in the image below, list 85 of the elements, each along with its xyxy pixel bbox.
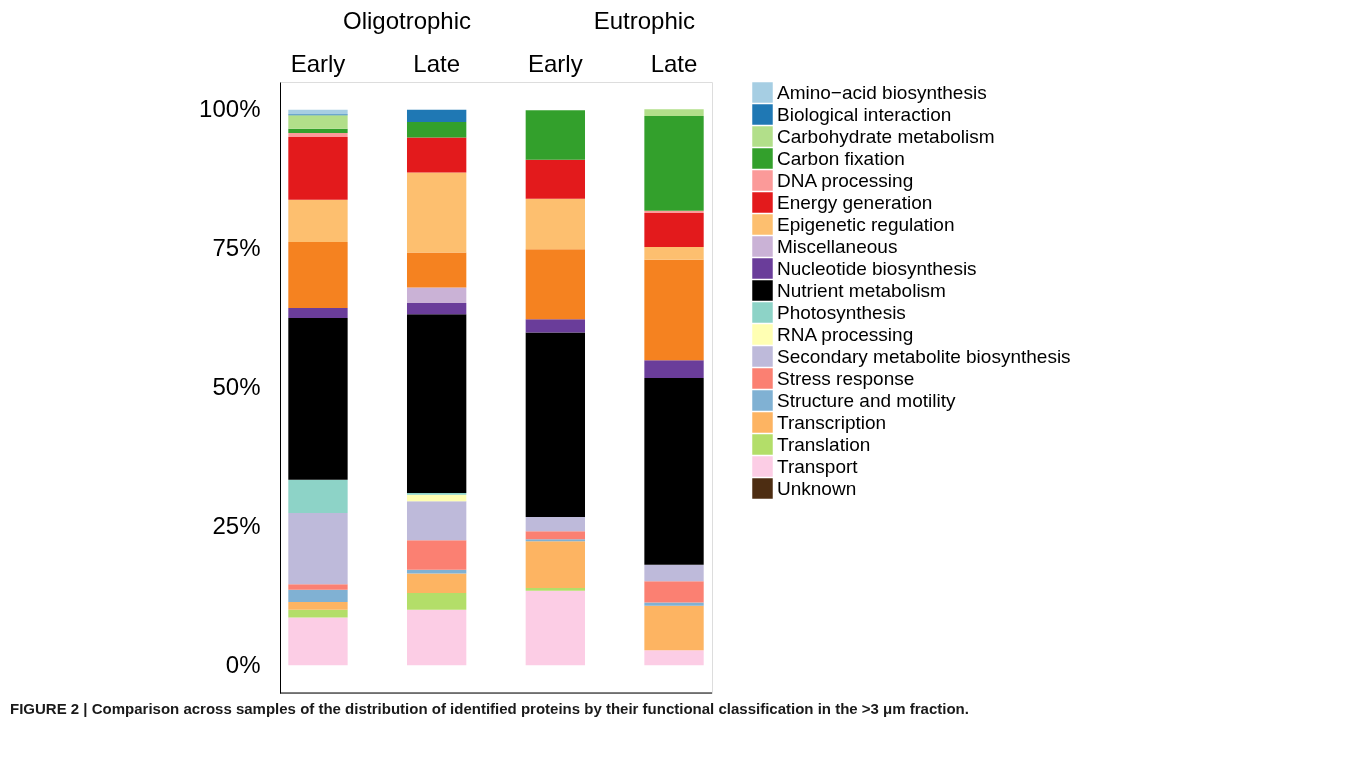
y-tick-label: 50% <box>212 373 261 400</box>
legend-label: Miscellaneous <box>777 235 898 257</box>
x-tick-label: Late <box>413 49 461 77</box>
x-tick-label: Late <box>650 49 698 77</box>
bar <box>406 593 467 610</box>
bar <box>525 249 586 320</box>
y-tick-label: 0% <box>225 650 261 678</box>
bar <box>644 259 704 361</box>
bar <box>288 479 348 514</box>
bar <box>288 199 348 242</box>
bar <box>288 318 348 480</box>
bar <box>288 617 348 666</box>
bar <box>644 581 704 603</box>
bar <box>644 605 704 651</box>
bar <box>406 287 467 304</box>
bar <box>525 319 586 333</box>
bar <box>644 650 704 666</box>
bar <box>288 115 348 129</box>
bar <box>525 588 586 591</box>
bar <box>406 172 467 253</box>
y-tick-label: 25% <box>212 511 261 539</box>
bar <box>644 210 704 214</box>
bar <box>288 609 348 618</box>
legend-label: Transcription <box>777 411 887 433</box>
bar <box>406 137 467 173</box>
x-tick-label: Early <box>528 49 583 77</box>
bar <box>288 136 348 200</box>
legend-label: Unknown <box>777 477 857 499</box>
bar <box>288 601 348 610</box>
legend-label: Energy generation <box>777 191 933 213</box>
legend-label: Epigenetic regulation <box>777 213 955 235</box>
bar <box>406 314 467 494</box>
bar <box>644 109 704 116</box>
legend-label: Transport <box>777 455 859 477</box>
bar <box>525 110 586 160</box>
bar <box>288 589 348 602</box>
bar <box>288 513 348 585</box>
legend-label: Secondary metabolite biosynthesis <box>777 345 1071 367</box>
bar <box>406 109 467 122</box>
bar <box>644 213 704 247</box>
bar <box>406 569 467 574</box>
legend-label: Structure and motility <box>777 389 956 411</box>
bar <box>288 308 348 319</box>
y-tick-label: 100% <box>199 95 261 123</box>
legend-label: Stress response <box>777 367 915 389</box>
text: Oligotrophic <box>342 7 472 34</box>
y-tick-label: 75% <box>212 234 261 262</box>
bar <box>406 609 467 666</box>
bar <box>288 133 348 137</box>
bar <box>406 540 467 570</box>
x-tick-label: Early <box>290 49 346 77</box>
bar <box>644 246 704 260</box>
bar <box>406 501 467 541</box>
bar <box>406 252 467 288</box>
bar <box>406 121 467 138</box>
bar <box>644 360 704 379</box>
bar <box>406 573 467 594</box>
bar <box>288 241 348 309</box>
bar <box>644 378 704 565</box>
bar <box>288 584 348 590</box>
bar <box>288 109 348 115</box>
legend-label: RNA processing <box>777 323 914 345</box>
bar <box>525 159 586 199</box>
bar <box>644 564 704 582</box>
legend-label: Amino−acid biosynthesis <box>777 81 987 103</box>
legend-label: Carbohydrate metabolism <box>777 125 995 147</box>
text: Eutrophic <box>593 7 696 34</box>
bar <box>644 115 704 211</box>
legend-label: Nutrient metabolism <box>777 279 946 301</box>
bar <box>525 541 586 589</box>
caption: FIGURE 2 | Comparison across samples of the distribution of identified proteins by their functional classification in the >3 μm fraction. <box>10 700 969 717</box>
bar <box>525 531 586 540</box>
bar <box>644 602 704 606</box>
bar <box>525 516 586 532</box>
bar <box>288 128 348 134</box>
bar <box>406 303 467 315</box>
legend-label: Nucleotide biosynthesis <box>777 257 977 279</box>
legend-label: Photosynthesis <box>777 301 906 323</box>
bar <box>525 590 586 666</box>
legend-label: DNA processing <box>777 169 914 191</box>
bar <box>525 332 586 517</box>
legend-label: Carbon fixation <box>777 147 905 169</box>
bar <box>525 198 586 250</box>
legend-label: Biological interaction <box>777 103 952 125</box>
legend-label: Translation <box>777 433 871 455</box>
